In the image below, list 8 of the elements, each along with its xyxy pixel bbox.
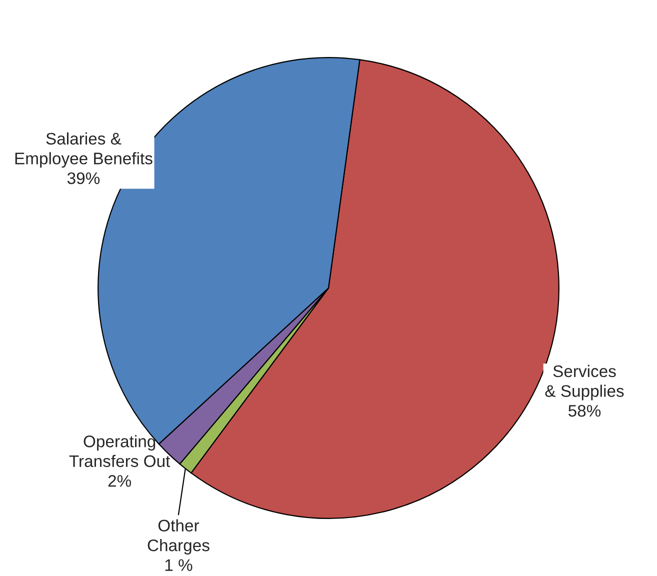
- slice-label: Salaries & Employee Benefits: [15, 132, 152, 168]
- slice-label: Services & Supplies: [545, 364, 624, 400]
- data-label: 2%: [108, 475, 132, 487]
- slice-label: Other Charges: [148, 519, 210, 555]
- slice-label: Operating Transfers Out: [69, 435, 170, 468]
- data-label: 58%: [568, 404, 601, 417]
- data-label: 39%: [67, 172, 100, 184]
- data-label: 1 %: [165, 559, 192, 571]
